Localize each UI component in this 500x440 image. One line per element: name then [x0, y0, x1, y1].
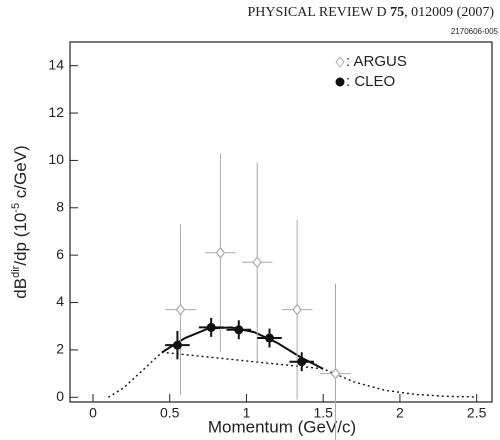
- data-point: [234, 325, 244, 335]
- y-label-sup: dir: [10, 265, 22, 278]
- x-axis-label: Momentum (GeV/c): [208, 417, 356, 436]
- data-point: [206, 322, 216, 332]
- header-text: , 012009 (2007): [404, 5, 494, 20]
- legend-marker: [335, 56, 345, 68]
- y-label-part: c/GeV): [11, 145, 30, 203]
- y-tick-label: 2: [56, 341, 64, 357]
- y-tick-label: 10: [48, 151, 64, 167]
- y-tick-label: 0: [56, 388, 64, 404]
- x-tick-label: 0.5: [160, 405, 180, 421]
- journal-header: PHYSICAL REVIEW D 75, 012009 (2007): [247, 5, 494, 20]
- header-volume: 75: [390, 5, 404, 20]
- legend-label: : CLEO: [346, 73, 395, 90]
- y-label-part: dB: [11, 278, 30, 299]
- data-point: [297, 357, 307, 367]
- y-tick-label: 4: [56, 293, 64, 309]
- y-tick-label: 14: [48, 56, 64, 72]
- x-tick-label: 2: [396, 405, 404, 421]
- data-point: [292, 303, 302, 316]
- data-point: [264, 333, 274, 343]
- data-point: [175, 303, 186, 316]
- x-tick-label: 1: [243, 405, 251, 421]
- y-tick-label: 8: [56, 198, 64, 214]
- y-tick-label: 12: [48, 104, 64, 120]
- legend-label: : ARGUS: [346, 53, 407, 70]
- legend-marker: [335, 77, 345, 87]
- x-tick-label: 0: [89, 405, 97, 421]
- figure-id: 2170606-005: [451, 27, 499, 36]
- y-label-sup: -5: [10, 203, 22, 213]
- plot-frame: [69, 41, 493, 403]
- y-label-part: /dp (10: [11, 213, 30, 266]
- data-point: [215, 246, 226, 259]
- data-point: [172, 340, 182, 350]
- x-tick-label: 2.5: [467, 405, 487, 421]
- y-tick-label: 6: [56, 246, 64, 262]
- fit-curve-dotted: [107, 351, 477, 398]
- data-point: [330, 367, 341, 380]
- x-tick-label: 1.5: [313, 405, 333, 421]
- data-point: [252, 256, 262, 269]
- header-text: PHYSICAL REVIEW D: [247, 5, 390, 20]
- y-axis-label: dBdir/dp (10-5 c/GeV): [10, 145, 31, 298]
